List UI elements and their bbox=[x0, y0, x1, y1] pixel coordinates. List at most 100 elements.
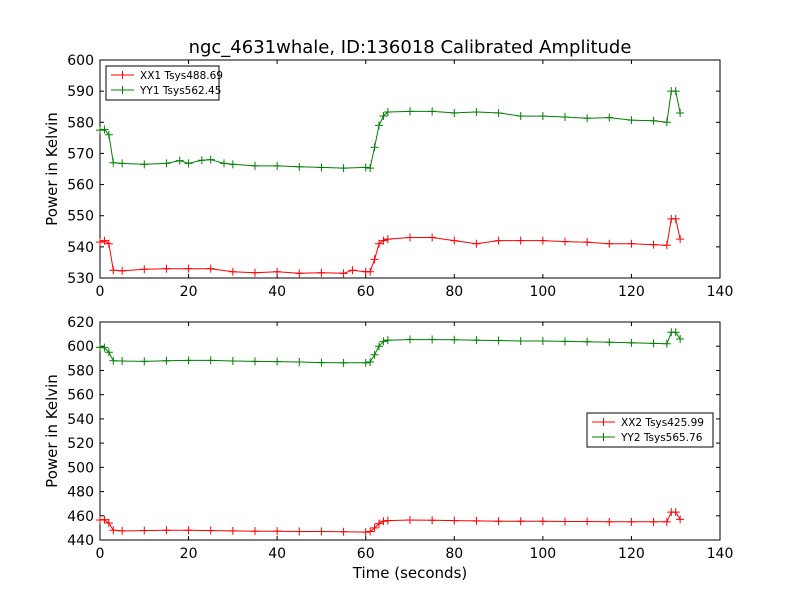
y-tick-label: 500 bbox=[67, 460, 94, 476]
data-point bbox=[627, 116, 636, 125]
y-axis-label: Power in Kelvin bbox=[43, 374, 61, 488]
series-markers bbox=[96, 508, 685, 537]
data-point bbox=[649, 339, 658, 348]
data-point bbox=[450, 236, 459, 245]
data-point bbox=[605, 338, 614, 347]
series-markers bbox=[96, 328, 685, 367]
data-point bbox=[162, 159, 171, 168]
data-point bbox=[361, 163, 370, 172]
data-point bbox=[251, 161, 259, 170]
data-point bbox=[676, 235, 685, 244]
x-tick-label: 80 bbox=[445, 546, 463, 562]
data-point bbox=[379, 112, 388, 121]
data-point bbox=[295, 162, 304, 171]
data-point bbox=[472, 108, 481, 117]
data-point bbox=[273, 267, 282, 276]
data-point bbox=[583, 238, 592, 247]
y-tick-label: 480 bbox=[67, 485, 94, 501]
legend-marker bbox=[599, 433, 608, 441]
data-point bbox=[671, 214, 680, 223]
top-panel: 0 20 40 60 80 100 120 140 530 540 550 560 570 580 590 6… bbox=[43, 53, 733, 300]
data-point bbox=[406, 233, 414, 242]
data-point bbox=[383, 336, 392, 345]
x-tick-label: 120 bbox=[618, 546, 645, 562]
data-point bbox=[662, 241, 671, 250]
data-point bbox=[339, 269, 348, 278]
y-tick-label: 590 bbox=[67, 84, 94, 100]
data-point bbox=[100, 343, 109, 352]
legend-frame bbox=[105, 65, 220, 101]
data-point bbox=[649, 240, 658, 249]
data-point bbox=[406, 516, 414, 525]
data-point bbox=[140, 160, 149, 169]
data-point bbox=[273, 161, 282, 170]
y-tick-label: 580 bbox=[67, 115, 94, 131]
data-point bbox=[162, 356, 171, 365]
data-point bbox=[118, 526, 127, 535]
data-point bbox=[118, 159, 127, 168]
data-point bbox=[251, 268, 259, 277]
data-point bbox=[162, 264, 171, 273]
data-point bbox=[516, 337, 525, 346]
data-point bbox=[366, 164, 375, 173]
data-point bbox=[516, 517, 525, 526]
y-tick-label: 600 bbox=[67, 339, 94, 355]
series-markers bbox=[96, 214, 685, 278]
data-point bbox=[649, 116, 658, 125]
y-tick-label: 440 bbox=[67, 533, 94, 549]
data-point bbox=[561, 517, 569, 526]
data-point bbox=[627, 338, 636, 347]
data-point bbox=[583, 517, 592, 526]
y-tick-label: 560 bbox=[67, 388, 94, 404]
data-point bbox=[366, 527, 375, 536]
data-point bbox=[104, 519, 113, 528]
data-point bbox=[538, 337, 547, 346]
data-point bbox=[605, 239, 614, 248]
data-point bbox=[375, 519, 383, 528]
data-point bbox=[184, 264, 193, 273]
data-point bbox=[175, 156, 184, 165]
data-point bbox=[516, 236, 525, 245]
data-point bbox=[317, 163, 326, 172]
data-point bbox=[379, 236, 388, 245]
data-point bbox=[104, 348, 113, 357]
data-point bbox=[605, 113, 614, 122]
chart-title: ngc_4631whale, ID:136018 Calibrated Ampl… bbox=[189, 37, 632, 58]
data-point bbox=[561, 337, 569, 346]
data-point bbox=[348, 266, 357, 275]
legend-frame bbox=[586, 412, 714, 448]
x-tick-label: 140 bbox=[707, 284, 734, 300]
data-point bbox=[383, 108, 392, 117]
data-point bbox=[162, 526, 171, 535]
bottom-panel: 0 20 40 60 80 100 120 140 440 460 480 500 520 540 560 5… bbox=[43, 315, 733, 562]
y-tick-label: 530 bbox=[67, 271, 94, 287]
x-tick-label: 0 bbox=[96, 546, 105, 562]
x-tick-label: 40 bbox=[268, 546, 286, 562]
legend-marker bbox=[118, 86, 127, 94]
x-tick-label: 0 bbox=[96, 284, 105, 300]
x-tick-label: 100 bbox=[529, 284, 556, 300]
y-tick-label: 570 bbox=[67, 146, 94, 162]
legend-label: YY2 Tsys565.76 bbox=[620, 432, 703, 444]
x-tick-label: 40 bbox=[268, 284, 286, 300]
data-point bbox=[339, 164, 348, 173]
data-point bbox=[662, 339, 671, 348]
data-point bbox=[206, 356, 215, 365]
data-point bbox=[428, 233, 437, 242]
data-point bbox=[295, 269, 304, 278]
data-point bbox=[472, 336, 481, 345]
data-point bbox=[375, 342, 383, 351]
legend-label: YY1 Tsys562.45 bbox=[139, 85, 221, 97]
data-point bbox=[100, 515, 109, 524]
data-point bbox=[494, 336, 503, 345]
data-point bbox=[538, 517, 547, 526]
data-point bbox=[671, 328, 680, 337]
data-point bbox=[251, 527, 259, 536]
y-tick-label: 460 bbox=[67, 509, 94, 525]
data-point bbox=[228, 267, 237, 276]
data-point bbox=[366, 357, 375, 366]
x-tick-label: 20 bbox=[180, 284, 198, 300]
data-point bbox=[273, 357, 282, 366]
data-point bbox=[96, 238, 104, 247]
data-point bbox=[370, 350, 379, 359]
